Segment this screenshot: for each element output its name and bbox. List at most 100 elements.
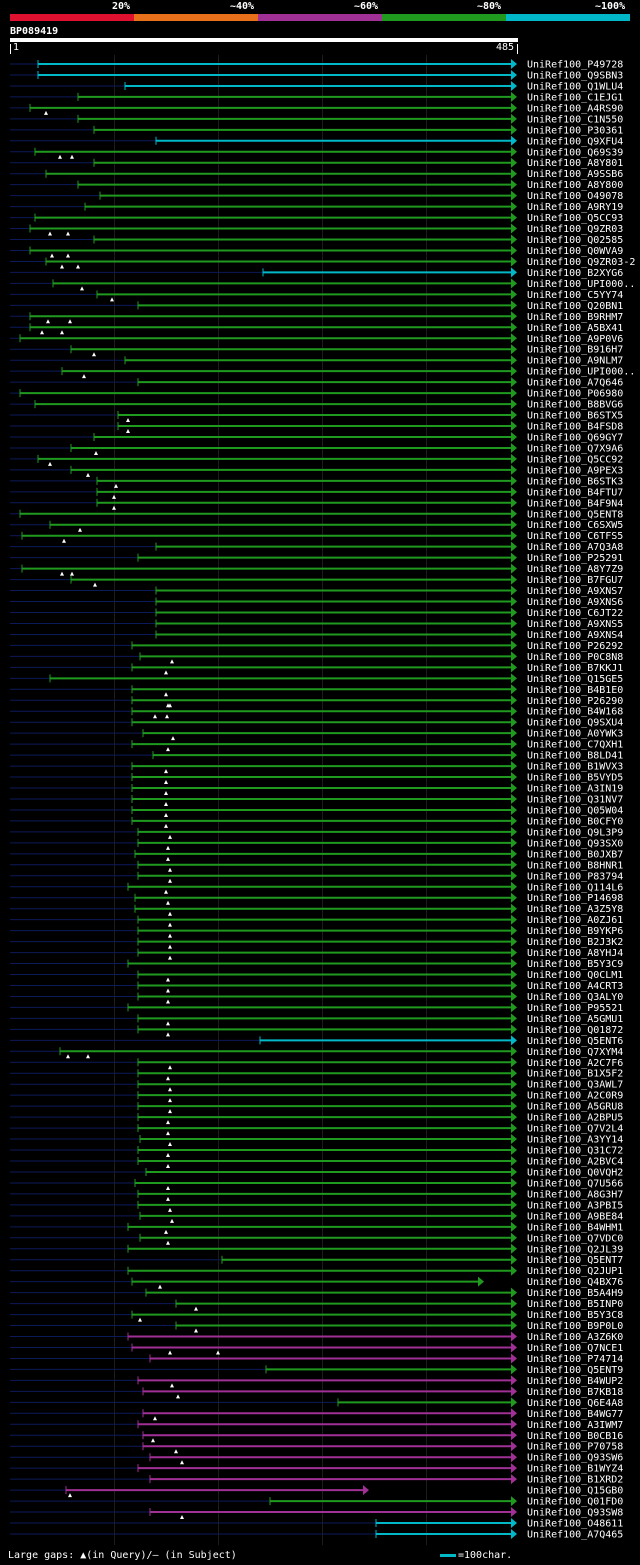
hit-label[interactable]: UniRef100_Q9L3P9 bbox=[527, 827, 623, 838]
hit-row[interactable]: UniRef100_B4WUP2 bbox=[10, 1375, 623, 1388]
hit-row[interactable]: UniRef100_Q5ENT6 bbox=[10, 1035, 623, 1047]
hit-row[interactable]: UniRef100_Q15GB0 bbox=[10, 1485, 623, 1498]
hit-row[interactable]: UniRef100_A8G3H7 bbox=[10, 1188, 623, 1201]
hit-label[interactable]: UniRef100_Q31NV7 bbox=[527, 794, 623, 805]
hit-row[interactable]: UniRef100_P95521 bbox=[10, 1002, 623, 1014]
hit-label[interactable]: UniRef100_B5Y3C9 bbox=[527, 959, 623, 970]
hit-row[interactable]: UniRef100_B4WHM1 bbox=[10, 1221, 623, 1234]
hit-label[interactable]: UniRef100_Q5ENT8 bbox=[527, 509, 623, 520]
hit-label[interactable]: UniRef100_A9PEX3 bbox=[527, 465, 623, 476]
hit-label[interactable]: UniRef100_B9YKP6 bbox=[527, 926, 623, 937]
hit-row[interactable]: UniRef100_B1XRD2 bbox=[10, 1474, 623, 1486]
hit-label[interactable]: UniRef100_Q7NCE1 bbox=[527, 1343, 623, 1354]
hit-row[interactable]: UniRef100_A0YWK3 bbox=[10, 728, 623, 741]
hit-label[interactable]: UniRef100_Q9SXU4 bbox=[527, 718, 623, 729]
hit-label[interactable]: UniRef100_Q5CC93 bbox=[527, 213, 623, 224]
hit-label[interactable]: UniRef100_A9NLM7 bbox=[527, 356, 623, 367]
hit-label[interactable]: UniRef100_B1X5F2 bbox=[527, 1069, 623, 1080]
hit-row[interactable]: UniRef100_B2XYG6 bbox=[10, 267, 623, 279]
hit-row[interactable]: UniRef100_A3YY14 bbox=[10, 1134, 623, 1147]
hit-label[interactable]: UniRef100_B6STX5 bbox=[527, 411, 623, 422]
hit-row[interactable]: UniRef100_Q7XYM4 bbox=[10, 1046, 623, 1059]
hit-label[interactable]: UniRef100_A9XNS4 bbox=[527, 630, 623, 641]
hit-row[interactable]: UniRef100_P30361 bbox=[10, 124, 623, 137]
hit-row[interactable]: UniRef100_B4WG77 bbox=[10, 1408, 623, 1421]
hit-row[interactable]: UniRef100_Q0WVA9 bbox=[10, 245, 623, 258]
hit-row[interactable]: UniRef100_A9XNS7 bbox=[10, 585, 623, 598]
hit-label[interactable]: UniRef100_B5Y3C8 bbox=[527, 1310, 623, 1321]
hit-row[interactable]: UniRef100_B916H7 bbox=[10, 344, 623, 357]
hit-label[interactable]: UniRef100_B8BVG6 bbox=[527, 400, 623, 411]
hit-label[interactable]: UniRef100_Q9ZR03-2 bbox=[527, 257, 635, 268]
hit-label[interactable]: UniRef100_B4WG77 bbox=[527, 1409, 623, 1420]
hit-label[interactable]: UniRef100_P49728 bbox=[527, 60, 623, 71]
hit-row[interactable]: UniRef100_Q5ENT9 bbox=[10, 1364, 623, 1376]
hit-label[interactable]: UniRef100_A7Q646 bbox=[527, 378, 623, 389]
hit-label[interactable]: UniRef100_A7Q465 bbox=[527, 1529, 623, 1540]
hit-row[interactable]: UniRef100_B5A4H9 bbox=[10, 1287, 623, 1300]
hit-label[interactable]: UniRef100_Q05W04 bbox=[527, 805, 623, 816]
hit-row[interactable]: UniRef100_A9NLM7 bbox=[10, 355, 623, 367]
hit-row[interactable]: UniRef100_O49078 bbox=[10, 190, 623, 203]
hit-row[interactable]: UniRef100_A9XNS6 bbox=[10, 596, 623, 609]
hit-label[interactable]: UniRef100_A2BPU5 bbox=[527, 1113, 623, 1124]
hit-label[interactable]: UniRef100_Q5ENT9 bbox=[527, 1365, 623, 1376]
hit-label[interactable]: UniRef100_C6TFS5 bbox=[527, 531, 623, 542]
hit-row[interactable]: UniRef100_Q4BX76 bbox=[10, 1276, 623, 1289]
hit-label[interactable]: UniRef100_Q2JUP1 bbox=[527, 1266, 623, 1277]
hit-row[interactable]: UniRef100_Q9SBN3 bbox=[10, 69, 623, 82]
hit-label[interactable]: UniRef100_Q93SX0 bbox=[527, 838, 623, 849]
hit-label[interactable]: UniRef100_Q31C72 bbox=[527, 1146, 623, 1157]
hit-row[interactable]: UniRef100_Q114L6 bbox=[10, 881, 623, 894]
hit-row[interactable]: UniRef100_Q7NCE1 bbox=[10, 1342, 623, 1355]
hit-row[interactable]: UniRef100_Q1WLU4 bbox=[10, 80, 623, 93]
hit-label[interactable]: UniRef100_UPI000.. bbox=[527, 367, 635, 378]
hit-row[interactable]: UniRef100_P0C8N8 bbox=[10, 651, 623, 664]
hit-row[interactable]: UniRef100_P06980 bbox=[10, 388, 623, 400]
hit-row[interactable]: UniRef100_A7Q465 bbox=[10, 1528, 623, 1541]
hit-row[interactable]: UniRef100_A2C7F6 bbox=[10, 1057, 623, 1070]
hit-label[interactable]: UniRef100_Q01FD0 bbox=[527, 1497, 623, 1508]
hit-label[interactable]: UniRef100_B5VYD5 bbox=[527, 773, 623, 784]
hit-row[interactable]: UniRef100_A8Y801 bbox=[10, 157, 623, 170]
hit-row[interactable]: UniRef100_Q93SW6 bbox=[10, 1452, 623, 1465]
hit-label[interactable]: UniRef100_Q0WVA9 bbox=[527, 246, 623, 257]
hit-row[interactable]: UniRef100_Q3ALY0 bbox=[10, 991, 623, 1004]
hit-label[interactable]: UniRef100_B5INP0 bbox=[527, 1299, 623, 1310]
hit-label[interactable]: UniRef100_B8HNR1 bbox=[527, 860, 623, 871]
hit-row[interactable]: UniRef100_C6SXW5 bbox=[10, 519, 623, 532]
hit-label[interactable]: UniRef100_P83794 bbox=[527, 871, 623, 882]
hit-label[interactable]: UniRef100_B916H7 bbox=[527, 345, 623, 356]
hit-row[interactable]: UniRef100_Q69S39 bbox=[10, 146, 623, 159]
hit-row[interactable]: UniRef100_C1EJG1 bbox=[10, 91, 623, 104]
hit-label[interactable]: UniRef100_C6JT22 bbox=[527, 608, 623, 619]
hit-label[interactable]: UniRef100_B0CFY0 bbox=[527, 816, 623, 827]
hit-row[interactable]: UniRef100_A0ZJ61 bbox=[10, 914, 623, 927]
hit-row[interactable]: UniRef100_B0JXB7 bbox=[10, 848, 623, 861]
hit-row[interactable]: UniRef100_Q9ZR03 bbox=[10, 223, 623, 236]
hit-label[interactable]: UniRef100_Q7VDC0 bbox=[527, 1233, 623, 1244]
hit-row[interactable]: UniRef100_C6TFS5 bbox=[10, 530, 623, 543]
hit-row[interactable]: UniRef100_B9P0L0 bbox=[10, 1320, 623, 1333]
hit-label[interactable]: UniRef100_C7QXH1 bbox=[527, 740, 623, 751]
hit-row[interactable]: UniRef100_Q0VQH2 bbox=[10, 1166, 623, 1179]
hit-label[interactable]: UniRef100_A0YWK3 bbox=[527, 729, 623, 740]
hit-label[interactable]: UniRef100_P06980 bbox=[527, 389, 623, 400]
hit-label[interactable]: UniRef100_B9P0L0 bbox=[527, 1321, 623, 1332]
hit-row[interactable]: UniRef100_A8Y7Z9 bbox=[10, 563, 623, 576]
hit-label[interactable]: UniRef100_Q4BX76 bbox=[527, 1277, 623, 1288]
hit-row[interactable]: UniRef100_B9RHM7 bbox=[10, 311, 623, 324]
hit-row[interactable]: UniRef100_C7QXH1 bbox=[10, 739, 623, 752]
hit-row[interactable]: UniRef100_Q5ENT7 bbox=[10, 1254, 623, 1267]
hit-label[interactable]: UniRef100_Q9XFU4 bbox=[527, 136, 623, 147]
hit-row[interactable]: UniRef100_Q7VDC0 bbox=[10, 1232, 623, 1245]
hit-label[interactable]: UniRef100_A8Y801 bbox=[527, 158, 623, 169]
hit-label[interactable]: UniRef100_B7KKJ1 bbox=[527, 663, 623, 674]
hit-row[interactable]: UniRef100_Q31C72 bbox=[10, 1145, 623, 1158]
hit-label[interactable]: UniRef100_B4B1E0 bbox=[527, 685, 623, 696]
hit-label[interactable]: UniRef100_P95521 bbox=[527, 1003, 623, 1014]
hit-label[interactable]: UniRef100_B4FTU7 bbox=[527, 487, 623, 498]
hit-row[interactable]: UniRef100_Q2JUP1 bbox=[10, 1265, 623, 1278]
hit-row[interactable]: UniRef100_P49728 bbox=[10, 59, 623, 71]
hit-label[interactable]: UniRef100_A4RS90 bbox=[527, 103, 623, 114]
